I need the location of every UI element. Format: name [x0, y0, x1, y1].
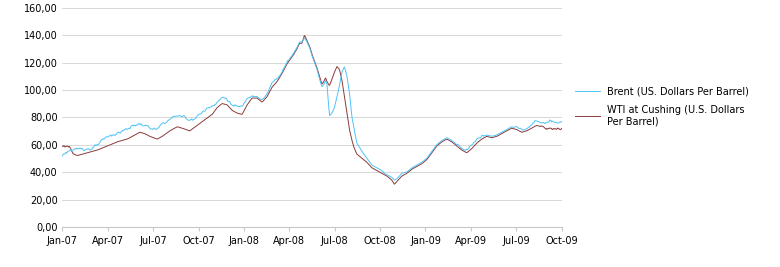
Brent (US. Dollars Per Barrel) — [376, 168, 385, 172]
WTI at Cushing (U.S. Dollars
Per Barrel) — [376, 171, 385, 174]
Brent (US. Dollars Per Barrel) — [300, 37, 309, 40]
Brent (US. Dollars Per Barrel) — [350, 132, 360, 135]
Brent (US. Dollars Per Barrel) — [557, 120, 566, 123]
Brent (US. Dollars Per Barrel) — [390, 178, 399, 182]
Line: Brent (US. Dollars Per Barrel): Brent (US. Dollars Per Barrel) — [62, 38, 562, 180]
WTI at Cushing (U.S. Dollars
Per Barrel) — [350, 148, 360, 151]
WTI at Cushing (U.S. Dollars
Per Barrel) — [300, 34, 309, 37]
WTI at Cushing (U.S. Dollars
Per Barrel) — [281, 65, 290, 68]
Brent (US. Dollars Per Barrel) — [281, 63, 290, 66]
Line: WTI at Cushing (U.S. Dollars
Per Barrel): WTI at Cushing (U.S. Dollars Per Barrel) — [62, 36, 562, 184]
WTI at Cushing (U.S. Dollars
Per Barrel) — [223, 104, 232, 107]
WTI at Cushing (U.S. Dollars
Per Barrel) — [153, 137, 162, 140]
WTI at Cushing (U.S. Dollars
Per Barrel) — [557, 127, 566, 130]
Brent (US. Dollars Per Barrel) — [153, 127, 162, 130]
Brent (US. Dollars Per Barrel) — [223, 100, 232, 103]
Legend: Brent (US. Dollars Per Barrel), WTI at Cushing (U.S. Dollars
Per Barrel): Brent (US. Dollars Per Barrel), WTI at C… — [572, 83, 753, 130]
WTI at Cushing (U.S. Dollars
Per Barrel) — [58, 145, 67, 148]
Brent (US. Dollars Per Barrel) — [58, 154, 67, 158]
WTI at Cushing (U.S. Dollars
Per Barrel) — [390, 183, 399, 186]
Brent (US. Dollars Per Barrel) — [454, 144, 463, 147]
WTI at Cushing (U.S. Dollars
Per Barrel) — [454, 146, 463, 149]
